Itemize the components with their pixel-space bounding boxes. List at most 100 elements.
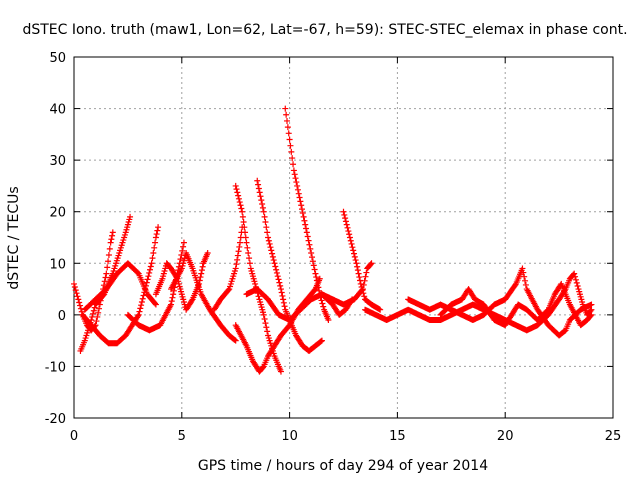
data-point-marker [297, 198, 304, 205]
data-point-marker [358, 284, 365, 291]
data-point-marker [153, 231, 160, 238]
data-point-marker [147, 263, 154, 270]
data-point-marker [257, 193, 264, 200]
data-point-marker [571, 270, 578, 277]
data-point-marker [77, 302, 84, 309]
data-point-marker [260, 311, 267, 318]
data-point-marker [152, 239, 159, 246]
data-point-marker [271, 260, 278, 267]
data-point-marker [266, 240, 273, 247]
data-point-marker [188, 297, 195, 304]
data-point-marker [512, 282, 519, 289]
data-point-marker [315, 284, 322, 291]
data-point-marker [72, 287, 79, 294]
data-point-marker [89, 310, 96, 317]
data-point-marker [276, 279, 283, 286]
data-point-marker [232, 337, 239, 344]
data-point-marker [105, 258, 112, 265]
data-point-marker [127, 213, 134, 220]
data-point-marker [75, 296, 82, 303]
data-point-marker [96, 305, 103, 312]
data-point-marker [267, 244, 274, 251]
data-point-marker [588, 311, 595, 318]
data-point-marker [232, 265, 239, 272]
data-point-marker [198, 267, 205, 274]
data-point-marker [244, 244, 251, 251]
data-point-marker [246, 260, 253, 267]
data-point-marker [309, 258, 316, 265]
data-point-marker [148, 260, 155, 267]
data-point-marker [346, 231, 353, 238]
plot-frame [73, 56, 614, 419]
data-point-marker [261, 315, 268, 322]
data-point-marker [91, 304, 98, 311]
data-point-marker [310, 262, 317, 269]
data-point-marker [258, 197, 265, 204]
data-point-marker [354, 263, 361, 270]
data-point-marker [239, 213, 246, 220]
data-point-marker [284, 117, 291, 124]
data-point-marker [284, 124, 291, 131]
y-tick-label: 30 [49, 154, 66, 169]
data-point-marker [143, 279, 150, 286]
data-point-marker [135, 311, 142, 318]
data-point-marker [282, 105, 289, 112]
data-point-marker [232, 182, 239, 189]
data-point-marker [306, 241, 313, 248]
data-point-marker [287, 142, 294, 149]
data-point-marker [146, 266, 153, 273]
data-point-marker [95, 309, 102, 316]
data-point-marker [294, 182, 301, 189]
data-point-marker [283, 111, 290, 118]
data-point-marker [280, 296, 287, 303]
data-point-marker [319, 300, 326, 307]
data-point-marker [301, 217, 308, 224]
data-point-marker [340, 208, 347, 215]
data-point-marker [273, 269, 280, 276]
data-point-marker [367, 261, 374, 268]
data-point-marker [138, 298, 145, 305]
data-point-marker [170, 291, 177, 298]
data-point-marker [345, 228, 352, 235]
x-tick-label: 15 [389, 429, 406, 444]
data-point-marker [265, 234, 272, 241]
x-axis-label: GPS time / hours of day 294 of year 2014 [198, 458, 488, 474]
data-point-marker [318, 297, 325, 304]
data-point-marker [522, 277, 529, 284]
data-point-marker [237, 202, 244, 209]
data-point-marker [574, 282, 581, 289]
y-tick-label: -20 [45, 412, 66, 427]
data-point-marker [354, 267, 361, 274]
data-point-marker [225, 287, 232, 294]
data-point-marker [303, 229, 310, 236]
y-tick-labels: -20 -10 0 10 20 30 40 50 [45, 51, 66, 427]
data-point-marker [286, 136, 293, 143]
data-point-marker [521, 273, 528, 280]
data-point-marker [149, 255, 156, 262]
data-point-marker [252, 280, 259, 287]
data-point-marker [144, 276, 151, 283]
data-point-marker [304, 233, 311, 240]
data-point-marker [520, 269, 527, 276]
data-point-marker [296, 194, 303, 201]
data-point-marker [587, 312, 594, 319]
data-point-marker [233, 186, 240, 193]
data-point-marker [357, 277, 364, 284]
data-point-marker [573, 279, 580, 286]
x-tick-labels: 0 5 10 15 20 25 [70, 429, 621, 444]
data-point-marker [106, 245, 113, 252]
data-point-marker [344, 224, 351, 231]
data-point-marker [109, 232, 116, 239]
y-tick-label: 0 [58, 309, 66, 324]
data-point-marker [311, 266, 318, 273]
data-point-marker [362, 273, 369, 280]
y-axis-label: dSTEC / TECUs [6, 186, 22, 289]
data-point-marker [588, 301, 595, 308]
data-point-marker [262, 219, 269, 226]
data-point-marker [299, 210, 306, 217]
x-tick-label: 10 [281, 429, 298, 444]
data-point-marker [237, 239, 244, 246]
data-point-marker [274, 273, 281, 280]
data-point-marker [136, 308, 143, 315]
